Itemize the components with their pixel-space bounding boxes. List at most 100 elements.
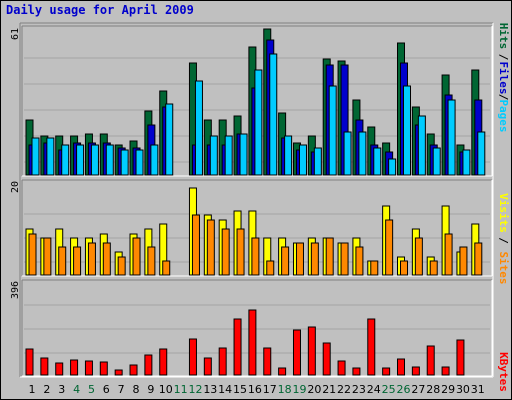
visits-panel-bar-sites (191, 214, 200, 276)
kbytes-panel-bar-kbytes (40, 357, 49, 376)
hits-panel-bar-pages (120, 149, 129, 176)
hits-panel-bar-pages (284, 135, 293, 176)
legend-separator: / (497, 54, 510, 61)
hits-panel-bar-pages (150, 144, 159, 176)
hits-panel-ymax-label: 61 (10, 28, 21, 40)
chart-title: Daily usage for April 2009 (6, 3, 194, 17)
visits-panel-ymax-label: 20 (10, 181, 21, 193)
kbytes-panel-ymax-label: 396 (10, 281, 21, 299)
x-tick-label-day: 13 (203, 383, 217, 396)
hits-panel-bar-pages (343, 131, 352, 176)
hits-panel-bar-pages (105, 144, 114, 176)
x-tick-label-day: 1 (29, 383, 36, 396)
visits-panel-bar-sites (236, 228, 245, 276)
kbytes-panel-bar-kbytes (292, 329, 301, 376)
visits-panel-bar-sites (385, 219, 394, 276)
kbytes-panel-bar-kbytes (99, 361, 108, 376)
x-tick-label-day: 27 (411, 383, 425, 396)
hits-panel-bar-pages (313, 147, 322, 176)
hits-panel-bar-pages (46, 137, 55, 176)
x-tick-label-day: 24 (367, 383, 381, 396)
visits-panel-bar-sites (87, 242, 96, 276)
visits-panel-bar-sites (370, 260, 379, 276)
kbytes-panel-bar-kbytes (307, 326, 316, 376)
kbytes-panel-bar-kbytes (248, 309, 257, 376)
visits-panel-bar-sites (355, 246, 364, 276)
visits-panel-bar-sites (58, 246, 67, 276)
x-tick-label-day: 2 (43, 383, 50, 396)
kbytes-panel-bar-kbytes (382, 367, 391, 376)
kbytes-panel-bar-kbytes (114, 369, 123, 376)
visits-panel-bar-sites (325, 237, 334, 276)
hits-panel-bar-pages (224, 135, 233, 176)
visits-panel-bar-sites (102, 242, 111, 276)
hits-panel-bar-pages (165, 103, 174, 176)
hits-panel-bar-pages (298, 144, 307, 176)
hits-panel-bar-pages (432, 147, 441, 176)
visits-panel-bar-sites (147, 246, 156, 276)
kbytes-panel-bar-kbytes (203, 357, 212, 376)
visits-panel-bar-sites (117, 256, 126, 276)
legend-pages: Pages (497, 99, 510, 132)
legend-files: Files (497, 61, 510, 94)
hits-panel-bar-pages (90, 144, 99, 176)
legend-visits: Visits (497, 193, 510, 233)
kbytes-panel-bar-kbytes (456, 339, 465, 376)
visits-panel-bar-sites (221, 228, 230, 276)
x-tick-label-day: 17 (263, 383, 277, 396)
visits-panel-bar-sites (162, 260, 171, 276)
visits-panel-bar-sites (132, 237, 141, 276)
x-tick-label-day: 22 (337, 383, 351, 396)
kbytes-panel-bar-kbytes (441, 366, 450, 376)
hits-panel-bar-pages (388, 158, 397, 176)
x-tick-label-day: 15 (233, 383, 247, 396)
kbytes-panel-bar-kbytes (426, 345, 435, 376)
kbytes-panel-bar-kbytes (129, 364, 138, 376)
hits-panel-bar-pages (477, 131, 486, 176)
x-tick-label-day: 7 (118, 383, 125, 396)
visits-panel-bar-sites (310, 242, 319, 276)
x-tick-label-day: 19 (292, 383, 306, 396)
visits-panel-bar-sites (414, 237, 423, 276)
x-tick-label-day: 20 (307, 383, 321, 396)
legend-hits: Hits (497, 23, 510, 50)
visits-panel-bar-sites (474, 242, 483, 276)
hits-panel-bar-pages (31, 137, 40, 176)
kbytes-panel-bar-kbytes (337, 360, 346, 376)
kbytes-panel-bar-kbytes (55, 362, 64, 376)
hits-panel-bar-pages (403, 85, 411, 176)
x-tick-label-day: 9 (147, 383, 154, 396)
x-tick-label-day: 28 (426, 383, 440, 396)
kbytes-panel-bar-kbytes (144, 354, 153, 376)
x-tick-label-day: 29 (441, 383, 455, 396)
x-tick-label-day: 21 (322, 383, 336, 396)
x-tick-label-day: 11 (174, 383, 188, 396)
visits-panel-bar-sites (28, 233, 37, 276)
x-tick-label-day: 3 (58, 383, 65, 396)
x-tick-label-day: 10 (159, 383, 173, 396)
visits-panel-bar-sites (73, 246, 82, 276)
hits-panel-bar-pages (417, 115, 426, 176)
visits-panel-bar-sites (444, 233, 453, 276)
hits-panel-bar-pages (135, 149, 144, 176)
kbytes-panel-bar-kbytes (188, 338, 197, 376)
visits-panel-bar-sites (429, 260, 438, 276)
legend-separator: / (497, 94, 510, 101)
hits-panel-bar-pages (269, 53, 278, 176)
visits-panel-bar-sites (43, 237, 52, 276)
visits-panel-bar-sites (340, 242, 349, 276)
visits-panel-bar-sites (266, 260, 275, 276)
x-tick-label-day: 14 (218, 383, 232, 396)
kbytes-panel-bar-kbytes (70, 359, 79, 376)
x-tick-label-day: 16 (248, 383, 262, 396)
x-tick-label-day: 4 (73, 383, 80, 396)
hits-panel-bar-pages (328, 85, 337, 176)
kbytes-panel-bar-kbytes (352, 367, 361, 376)
visits-panel-bar-sites (206, 219, 215, 276)
hits-panel-bar-pages (254, 69, 263, 176)
kbytes-panel-bar-kbytes (218, 347, 227, 376)
legend-kbytes: KBytes (497, 352, 510, 392)
x-tick-label-day: 25 (382, 383, 396, 396)
kbytes-panel-bar-kbytes (263, 347, 272, 376)
